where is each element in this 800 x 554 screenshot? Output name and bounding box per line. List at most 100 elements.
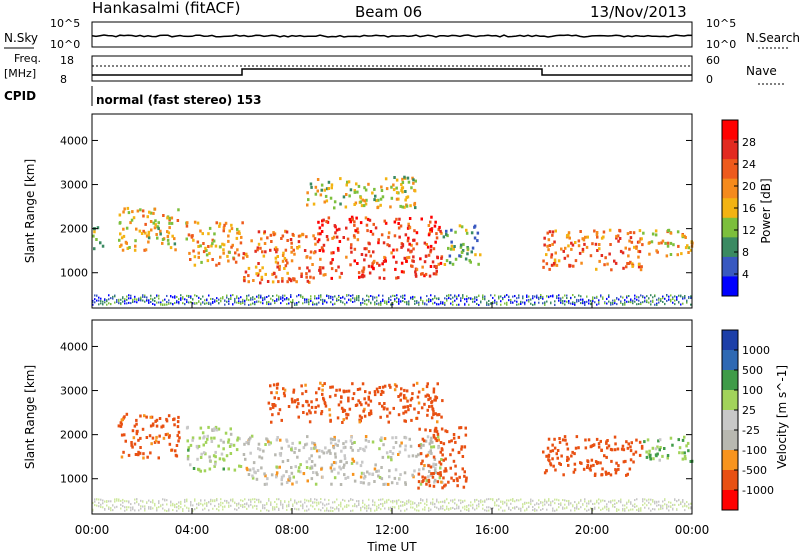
power-cell	[360, 253, 364, 256]
velocity-cell	[305, 466, 309, 469]
velocity-cell	[224, 431, 228, 435]
velocity-cell	[358, 418, 361, 422]
power-noise-cell	[300, 295, 302, 298]
power-cell	[260, 275, 264, 279]
power-cell	[349, 263, 352, 267]
power-cell	[362, 267, 366, 271]
velocity-noise-cell	[394, 506, 396, 509]
velocity-cell	[599, 439, 602, 443]
power-noise-cell	[528, 300, 530, 303]
velocity-cell	[607, 471, 610, 475]
velocity-cell	[294, 447, 297, 450]
velocity-noise-cell	[426, 503, 428, 506]
power-cell	[153, 226, 157, 230]
freq-label-2: [MHz]	[4, 67, 36, 80]
power-cell	[193, 220, 197, 224]
velocity-cell	[543, 471, 547, 475]
power-cell	[443, 263, 447, 266]
power-cell	[338, 240, 342, 243]
velocity-noise-cell	[328, 502, 330, 505]
power-cell	[237, 253, 241, 257]
power-cell	[464, 257, 468, 261]
velocity-cell	[371, 472, 375, 476]
power-noise-cell	[196, 295, 198, 298]
power-noise-cell	[158, 301, 160, 304]
power-noise-cell	[660, 297, 662, 300]
power-cell	[440, 231, 443, 235]
velocity-noise-cell	[140, 507, 142, 510]
power-cell	[476, 239, 479, 243]
velocity-noise-cell	[164, 509, 166, 512]
power-noise-cell	[116, 298, 118, 301]
cpid-label: CPID	[4, 89, 36, 103]
velocity-noise-cell	[474, 498, 476, 501]
velocity-cell	[227, 440, 230, 444]
power-cell	[596, 235, 599, 239]
power-noise-cell	[380, 303, 382, 306]
velocity-noise-cell	[440, 505, 442, 508]
power-noise-cell	[258, 300, 260, 303]
velocity-cell	[367, 397, 371, 401]
power-cell	[298, 245, 301, 249]
velocity-noise-cell	[576, 503, 578, 506]
power-noise-cell	[690, 296, 692, 299]
velocity-cell	[376, 390, 380, 394]
power-noise-cell	[682, 296, 684, 299]
velocity-cell	[439, 450, 442, 454]
velocity-cell	[378, 386, 381, 389]
power-noise-cell	[610, 303, 612, 306]
velocity-noise-cell	[448, 507, 450, 510]
power-noise-cell	[168, 302, 170, 305]
power-cell	[553, 240, 556, 244]
power-cell	[431, 260, 435, 264]
power-cell	[380, 189, 384, 192]
power-noise-cell	[406, 302, 408, 305]
velocity-noise-cell	[410, 503, 412, 506]
velocity-noise-cell	[200, 502, 202, 505]
velocity-noise-cell	[662, 507, 664, 510]
velocity-noise-cell	[540, 501, 542, 504]
power-cell	[395, 186, 398, 190]
power-cell	[159, 232, 162, 236]
power-noise-cell	[648, 301, 650, 304]
velocity-cell	[437, 413, 441, 417]
velocity-colorbar-swatch	[722, 430, 738, 451]
power-cell	[408, 226, 412, 230]
velocity-cell	[425, 479, 428, 483]
velocity-cell	[359, 481, 363, 484]
velocity-noise-cell	[586, 505, 588, 508]
velocity-noise-cell	[550, 504, 552, 507]
power-cell	[554, 229, 557, 233]
velocity-noise-cell	[444, 501, 446, 504]
velocity-noise-cell	[484, 500, 486, 503]
velocity-noise-cell	[374, 509, 376, 512]
power-cell	[372, 250, 375, 254]
power-cell	[666, 244, 670, 248]
power-noise-cell	[394, 299, 396, 302]
power-noise-cell	[646, 301, 648, 304]
velocity-noise-cell	[192, 509, 194, 512]
power-noise-cell	[96, 299, 98, 302]
power-cell	[358, 275, 361, 279]
power-noise-cell	[608, 300, 610, 303]
velocity-noise-cell	[630, 501, 632, 504]
power-noise-cell	[628, 300, 630, 303]
velocity-cell	[425, 482, 428, 486]
velocity-cell	[272, 383, 276, 387]
velocity-noise-cell	[194, 498, 196, 501]
velocity-cell	[464, 479, 468, 483]
power-noise-cell	[422, 302, 424, 305]
power-noise-cell	[188, 294, 190, 297]
velocity-noise-cell	[182, 509, 184, 512]
power-cell	[367, 250, 371, 254]
power-cell	[423, 274, 426, 278]
velocity-cell	[438, 460, 441, 464]
power-cell	[571, 243, 575, 247]
velocity-noise-cell	[340, 501, 342, 504]
velocity-cell	[589, 468, 592, 472]
velocity-noise-cell	[124, 506, 126, 509]
velocity-noise-cell	[126, 506, 128, 509]
velocity-noise-cell	[208, 509, 210, 512]
velocity-noise-cell	[608, 509, 610, 512]
power-noise-cell	[382, 294, 384, 297]
